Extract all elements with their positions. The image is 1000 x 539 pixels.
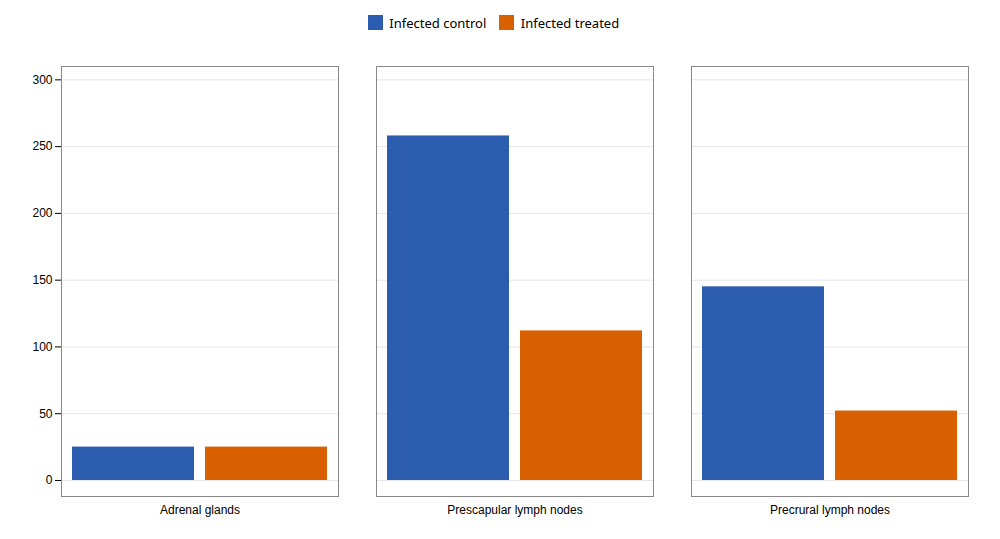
svg-text:Precrural lymph nodes: Precrural lymph nodes [770, 503, 890, 517]
svg-text:0: 0 [46, 473, 53, 487]
svg-text:150: 150 [32, 273, 52, 287]
svg-text:Prescapular lymph nodes: Prescapular lymph nodes [447, 503, 582, 517]
html-text:Infected treated: Infected treated [520, 13, 620, 32]
svg-text:100: 100 [32, 339, 52, 353]
svg-text:200: 200 [32, 206, 52, 220]
html-text:Infected control: Infected control [389, 13, 487, 32]
svg-text:250: 250 [32, 139, 52, 153]
svg-text:300: 300 [32, 72, 52, 86]
svg-text:50: 50 [39, 406, 53, 420]
svg-text:Adrenal glands: Adrenal glands [160, 503, 240, 517]
